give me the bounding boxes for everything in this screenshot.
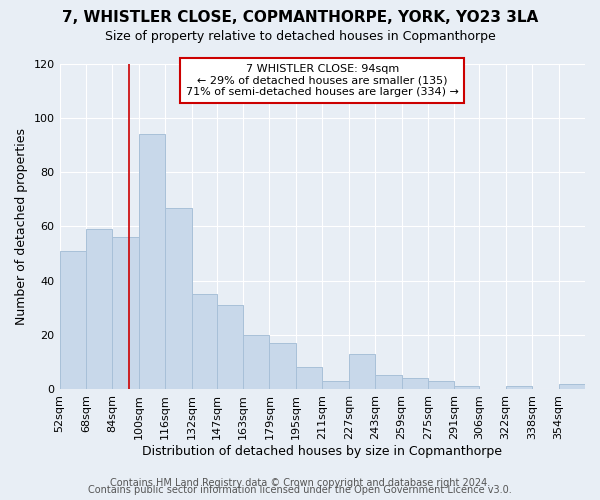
Text: Size of property relative to detached houses in Copmanthorpe: Size of property relative to detached ho… <box>104 30 496 43</box>
Bar <box>375 376 401 389</box>
Bar <box>322 381 349 389</box>
Bar <box>428 381 454 389</box>
Bar <box>192 294 217 389</box>
Bar <box>59 251 86 389</box>
Bar <box>86 229 112 389</box>
Text: Contains HM Land Registry data © Crown copyright and database right 2024.: Contains HM Land Registry data © Crown c… <box>110 478 490 488</box>
Bar <box>112 238 139 389</box>
Bar <box>243 335 269 389</box>
Text: 7 WHISTLER CLOSE: 94sqm
← 29% of detached houses are smaller (135)
71% of semi-d: 7 WHISTLER CLOSE: 94sqm ← 29% of detache… <box>186 64 459 97</box>
Text: 7, WHISTLER CLOSE, COPMANTHORPE, YORK, YO23 3LA: 7, WHISTLER CLOSE, COPMANTHORPE, YORK, Y… <box>62 10 538 25</box>
Bar <box>165 208 192 389</box>
Text: Contains public sector information licensed under the Open Government Licence v3: Contains public sector information licen… <box>88 485 512 495</box>
Bar <box>454 386 479 389</box>
Bar <box>217 305 243 389</box>
Bar <box>296 368 322 389</box>
Bar <box>559 384 585 389</box>
X-axis label: Distribution of detached houses by size in Copmanthorpe: Distribution of detached houses by size … <box>142 444 502 458</box>
Bar <box>349 354 375 389</box>
Bar <box>139 134 165 389</box>
Bar <box>269 343 296 389</box>
Y-axis label: Number of detached properties: Number of detached properties <box>15 128 28 325</box>
Bar <box>401 378 428 389</box>
Bar <box>506 386 532 389</box>
